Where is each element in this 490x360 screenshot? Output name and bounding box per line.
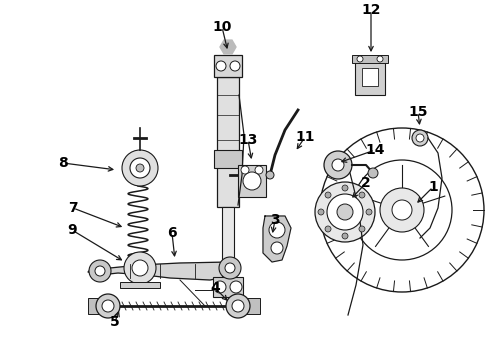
- Circle shape: [124, 252, 156, 284]
- Circle shape: [102, 300, 114, 312]
- Circle shape: [342, 233, 348, 239]
- Bar: [88, 298, 100, 314]
- Text: 8: 8: [58, 156, 68, 170]
- Circle shape: [337, 204, 353, 220]
- Bar: [222, 207, 234, 282]
- Circle shape: [214, 281, 226, 293]
- Circle shape: [219, 257, 241, 279]
- Circle shape: [255, 166, 263, 174]
- Bar: [362, 68, 378, 86]
- Circle shape: [320, 128, 484, 292]
- Circle shape: [132, 260, 148, 276]
- Circle shape: [136, 164, 144, 172]
- Bar: [120, 282, 160, 288]
- Circle shape: [230, 61, 240, 71]
- Circle shape: [380, 188, 424, 232]
- Circle shape: [325, 192, 331, 198]
- FancyBboxPatch shape: [214, 55, 242, 77]
- Circle shape: [352, 160, 452, 260]
- Text: 15: 15: [408, 105, 428, 119]
- Circle shape: [315, 182, 375, 242]
- Circle shape: [392, 200, 412, 220]
- Circle shape: [122, 150, 158, 186]
- Text: 4: 4: [210, 281, 220, 295]
- Circle shape: [241, 166, 249, 174]
- Text: 12: 12: [361, 3, 381, 17]
- Text: 14: 14: [365, 143, 385, 157]
- Bar: [355, 60, 385, 95]
- Circle shape: [318, 209, 324, 215]
- Text: 3: 3: [270, 213, 280, 227]
- Polygon shape: [220, 40, 236, 54]
- Circle shape: [96, 294, 120, 318]
- Circle shape: [130, 158, 150, 178]
- Text: 7: 7: [68, 201, 78, 215]
- Circle shape: [357, 56, 363, 62]
- Circle shape: [342, 185, 348, 191]
- Text: 10: 10: [212, 20, 232, 34]
- Text: 2: 2: [361, 176, 371, 190]
- Bar: [213, 277, 243, 297]
- Bar: [214, 150, 242, 168]
- Circle shape: [412, 130, 428, 146]
- Circle shape: [230, 281, 242, 293]
- Circle shape: [271, 242, 283, 254]
- Circle shape: [327, 194, 363, 230]
- Text: 6: 6: [167, 226, 177, 240]
- Bar: [246, 298, 260, 314]
- Bar: [217, 77, 239, 207]
- Circle shape: [325, 226, 331, 232]
- Circle shape: [359, 226, 365, 232]
- Circle shape: [332, 159, 344, 171]
- Circle shape: [232, 300, 244, 312]
- Circle shape: [324, 151, 352, 179]
- Polygon shape: [88, 262, 240, 280]
- Bar: [238, 165, 266, 197]
- Circle shape: [89, 260, 111, 282]
- Circle shape: [216, 61, 226, 71]
- Text: 1: 1: [428, 180, 438, 194]
- Circle shape: [226, 294, 250, 318]
- Text: 11: 11: [295, 130, 315, 144]
- Polygon shape: [263, 216, 291, 262]
- Circle shape: [359, 192, 365, 198]
- Circle shape: [95, 266, 105, 276]
- Circle shape: [269, 222, 285, 238]
- Text: 13: 13: [238, 133, 258, 147]
- Text: 9: 9: [67, 223, 77, 237]
- Circle shape: [266, 171, 274, 179]
- Circle shape: [416, 134, 424, 142]
- Text: 5: 5: [110, 315, 120, 329]
- Circle shape: [225, 263, 235, 273]
- Circle shape: [243, 172, 261, 190]
- Circle shape: [366, 209, 372, 215]
- Circle shape: [368, 168, 378, 178]
- Circle shape: [377, 56, 383, 62]
- Bar: [352, 55, 388, 63]
